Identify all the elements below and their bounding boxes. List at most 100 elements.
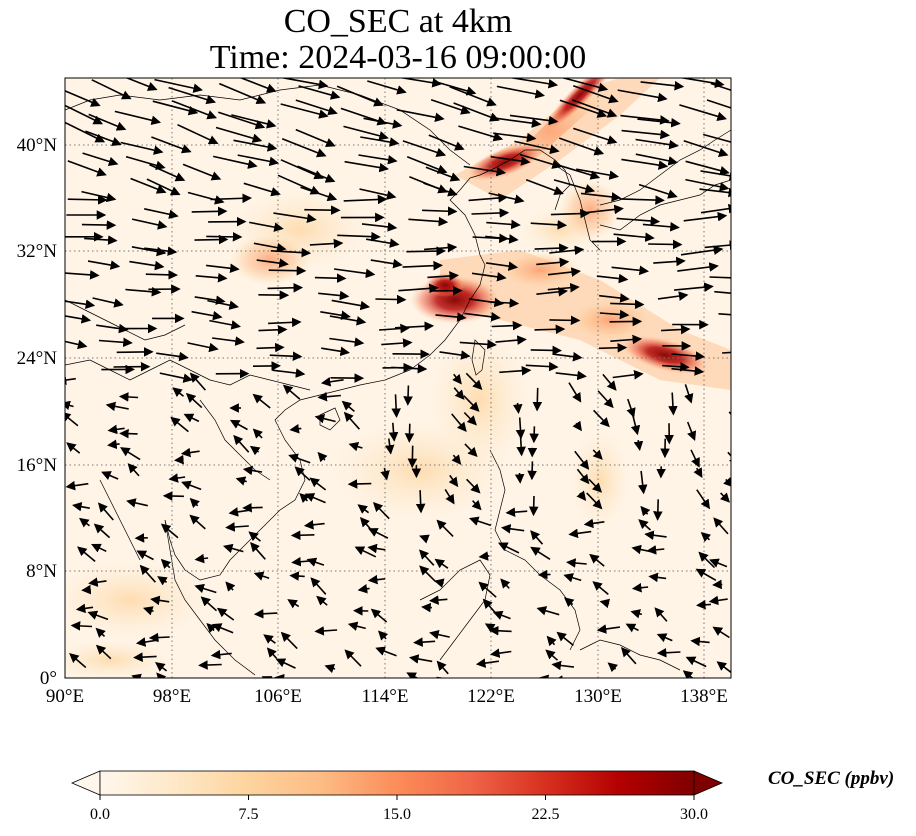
wind-arrow — [168, 473, 186, 483]
wind-arrow — [423, 182, 458, 197]
wind-arrow — [519, 153, 562, 169]
wind-arrow — [566, 558, 587, 568]
wind-arrow — [709, 558, 728, 568]
wind-arrow — [620, 114, 670, 125]
wind-arrow — [269, 351, 303, 362]
wind-arrow — [191, 310, 223, 321]
wind-arrow — [620, 647, 637, 665]
wind-arrow — [546, 635, 557, 647]
wind-arrow — [495, 117, 542, 128]
wind-arrow — [252, 428, 263, 439]
wind-arrow — [495, 335, 527, 345]
wind-arrow — [714, 290, 731, 294]
wind-arrow — [357, 584, 370, 594]
wind-arrow — [144, 246, 178, 256]
wind-arrow — [662, 361, 690, 372]
wind-arrow — [116, 347, 154, 357]
wind-arrow — [191, 206, 228, 217]
wind-arrow — [125, 286, 162, 297]
wind-arrow — [512, 402, 523, 414]
wind-arrow — [648, 572, 667, 583]
wind-arrow — [424, 242, 458, 253]
lon-tick-label: 106°E — [254, 686, 302, 707]
wind-arrow — [633, 439, 644, 451]
lon-tick-label: 114°E — [362, 686, 409, 707]
wind-arrow — [598, 342, 628, 353]
wind-arrow — [172, 387, 184, 398]
wind-arrow — [648, 239, 683, 250]
wind-arrow — [635, 153, 678, 166]
wind-arrow — [690, 636, 710, 647]
wind-arrow — [187, 342, 219, 353]
wind-arrow — [160, 558, 172, 570]
wind-arrow — [427, 271, 459, 281]
wind-arrow — [249, 445, 261, 456]
wind-arrow — [304, 205, 341, 215]
wind-arrow — [391, 394, 401, 418]
wind-arrow — [107, 424, 125, 435]
wind-arrow — [610, 334, 643, 345]
wind-arrow — [66, 442, 81, 454]
wind-arrow — [708, 595, 728, 606]
wind-arrow — [146, 178, 181, 196]
wind-arrow — [568, 382, 582, 403]
wind-arrow — [435, 312, 467, 322]
wind-arrow — [303, 520, 325, 530]
wind-arrow — [120, 447, 141, 461]
wind-arrow — [406, 672, 419, 678]
wind-arrow — [290, 530, 315, 541]
wind-arrow — [448, 474, 459, 488]
wind-arrow — [136, 550, 154, 561]
wind-arrow — [168, 86, 217, 105]
wind-arrow — [177, 123, 219, 145]
wind-arrow — [142, 606, 154, 616]
wind-arrow — [475, 658, 500, 668]
wind-arrow — [157, 576, 168, 586]
wind-arrow — [530, 220, 568, 230]
wind-arrow — [700, 532, 712, 542]
wind-arrow — [248, 531, 261, 542]
wind-arrow — [229, 419, 248, 431]
wind-arrow — [556, 163, 601, 180]
lon-tick-labels: 90°E 98°E 106°E 114°E 122°E 130°E 138°E — [46, 686, 728, 707]
wind-arrow — [288, 453, 311, 464]
wind-arrow — [160, 523, 179, 539]
wind-arrow — [685, 160, 730, 176]
wind-arrow — [406, 246, 446, 256]
wind-arrow — [464, 443, 478, 458]
wind-arrow — [683, 211, 728, 222]
wind-arrow — [556, 631, 574, 647]
wind-arrow — [359, 188, 397, 200]
wind-arrow — [616, 216, 661, 226]
wind-arrow — [243, 182, 281, 197]
wind-arrow — [403, 385, 413, 406]
lat-tick-labels: 0° 8°N 16°N 24°N 32°N 40°N — [17, 135, 58, 689]
wind-arrow — [216, 607, 235, 621]
wind-arrow — [233, 434, 250, 453]
wind-arrow — [65, 400, 74, 411]
wind-arrow — [402, 140, 447, 157]
wind-arrow — [429, 595, 448, 605]
wind-arrow — [211, 336, 245, 346]
wind-arrow — [576, 468, 590, 485]
wind-arrow — [222, 543, 244, 554]
wind-arrow — [573, 85, 619, 104]
wind-arrow — [253, 242, 287, 253]
wind-arrow — [237, 154, 280, 167]
wind-arrow — [273, 212, 317, 224]
wind-arrow — [213, 155, 258, 169]
wind-arrow — [723, 477, 731, 488]
wind-arrow — [592, 581, 609, 596]
colorbar-extend-min — [70, 770, 101, 796]
wind-arrow — [253, 571, 270, 581]
wind-arrow — [458, 125, 504, 142]
wind-arrow — [170, 416, 189, 433]
wind-arrow — [444, 488, 455, 505]
wind-arrow — [630, 412, 641, 436]
wind-arrow — [281, 137, 327, 158]
wind-arrow — [657, 291, 689, 301]
wind-arrow — [320, 377, 344, 387]
wind-arrow — [218, 82, 267, 105]
wind-arrow — [215, 126, 263, 143]
wind-arrow — [434, 558, 449, 569]
